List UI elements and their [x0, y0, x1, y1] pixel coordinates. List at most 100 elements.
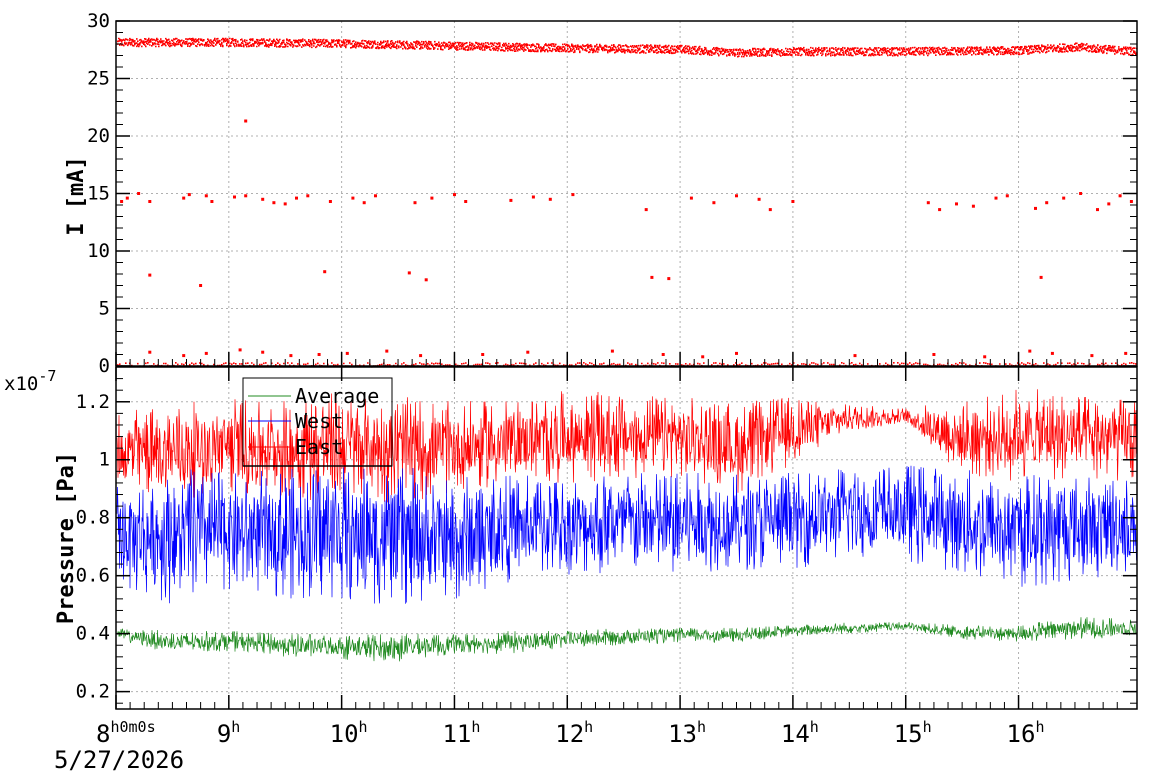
pressure-series-west	[116, 465, 1137, 604]
time-tick-label: 8h0m0s	[96, 718, 156, 748]
current-outlier-point	[289, 354, 293, 358]
current-outlier-point	[125, 196, 129, 200]
current-outlier-point	[548, 197, 552, 201]
current-outlier-point	[283, 202, 287, 206]
pressure-legend: Average West East	[242, 377, 393, 467]
current-outlier-point	[735, 351, 738, 355]
pressure-exponent-label: x10-7	[4, 367, 56, 395]
current-panel: 0 5 10 15 20 25 30 I [mA]	[64, 10, 1138, 377]
current-outlier-point	[464, 200, 468, 203]
current-outlier-point	[932, 353, 936, 356]
time-tick-label: 13h	[668, 718, 706, 748]
legend-label-average: Average	[295, 384, 379, 408]
legend-label-west: West	[295, 409, 343, 433]
pressure-y-ticks: 0.2 0.4 0.6 0.8 1 1.2	[76, 378, 1137, 704]
current-outlier-point	[926, 201, 930, 205]
current-outlier-point	[667, 277, 671, 281]
pressure-x-ticks	[115, 367, 1118, 709]
current-outlier-point	[328, 200, 332, 203]
time-tick-label: 11h	[442, 718, 480, 748]
pressure-series-average	[117, 617, 1137, 662]
time-tick-label: 14h	[781, 718, 819, 748]
current-outlier-point	[233, 195, 236, 199]
current-outlier-point	[735, 194, 738, 198]
current-outlier-point	[261, 350, 265, 354]
current-outlier-point	[148, 273, 152, 277]
current-outlier-point	[1129, 200, 1133, 203]
pressure-y-tick-label: 0.4	[76, 623, 110, 645]
current-outlier-point	[362, 201, 366, 205]
current-outlier-point	[1028, 349, 1032, 353]
pressure-series-east	[116, 389, 1137, 503]
current-outlier-point	[757, 197, 761, 201]
current-outlier-point	[317, 353, 321, 356]
current-outlier-point	[644, 208, 648, 212]
pressure-panel: 0.2 0.4 0.6 0.8 1 1.2 Pressure [Pa] x10-7 Ave…	[4, 366, 1138, 710]
current-y-tick-label: 0	[99, 355, 110, 377]
current-outlier-point	[244, 119, 248, 123]
current-outlier-point	[689, 196, 693, 200]
current-outlier-point	[712, 201, 716, 205]
current-outlier-point	[1039, 275, 1043, 279]
current-outlier-point	[453, 193, 456, 197]
current-outlier-point	[1050, 351, 1054, 355]
current-outlier-point	[1045, 201, 1049, 205]
current-outlier-point	[407, 271, 411, 275]
current-grid	[116, 21, 1137, 366]
current-outlier-point	[238, 348, 242, 352]
current-outlier-point	[244, 194, 248, 198]
current-outlier-point	[210, 200, 214, 203]
current-outlier-point	[610, 349, 614, 353]
current-outlier-point	[295, 196, 298, 200]
current-outlier-point	[1118, 194, 1122, 198]
current-outlier-point	[481, 353, 485, 356]
current-x-ticks	[115, 352, 1118, 366]
current-outlier-point	[306, 194, 310, 198]
current-y-tick-label: 5	[99, 298, 110, 320]
current-outlier-point	[571, 193, 575, 197]
current-y-tick-label: 25	[87, 68, 110, 90]
current-outlier-point	[272, 201, 276, 205]
time-tick-label: 9h	[217, 718, 240, 748]
current-outlier-point	[1096, 208, 1099, 212]
current-outlier-point	[531, 195, 535, 199]
current-band-markers	[117, 37, 1138, 58]
time-axis-labels: 8h0m0s 9h 10h 11h 12h 13h 14h 15h 16h	[96, 718, 1044, 748]
current-outlier-point	[413, 201, 417, 205]
current-outlier-point	[994, 196, 998, 200]
current-outlier-point	[526, 350, 530, 354]
current-outlier-point	[137, 192, 141, 195]
pressure-y-tick-label: 1.2	[76, 391, 110, 413]
current-outlier-point	[1062, 196, 1066, 200]
time-tick-label: 10h	[330, 718, 368, 748]
current-outlier-point	[345, 351, 349, 355]
current-outlier-point	[1107, 202, 1111, 206]
current-outlier-point	[1124, 351, 1128, 355]
time-tick-label: 12h	[555, 718, 593, 748]
current-y-tick-label: 20	[87, 125, 110, 147]
current-y-tick-label: 10	[87, 240, 110, 262]
current-outlier-point	[261, 197, 265, 201]
current-outlier-point	[120, 200, 124, 203]
current-outlier-point	[1090, 354, 1094, 358]
current-outlier-point	[768, 208, 772, 212]
time-tick-label: 15h	[894, 718, 932, 748]
pressure-y-tick-label: 0.6	[76, 565, 110, 587]
pressure-y-axis-title: Pressure [Pa]	[54, 452, 79, 624]
pressure-y-tick-label: 0.2	[76, 681, 110, 703]
current-y-ticks: 0 5 10 15 20 25 30	[87, 10, 1137, 377]
time-tick-label: 16h	[1007, 718, 1045, 748]
current-outlier-point	[148, 350, 152, 354]
pressure-data	[116, 389, 1137, 662]
legend-label-east: East	[295, 435, 343, 459]
current-outlier-point	[385, 349, 389, 353]
current-outlier-point	[148, 200, 152, 203]
current-outlier-point	[182, 196, 186, 200]
current-outlier-point	[650, 275, 654, 279]
current-outlier-point	[1079, 192, 1083, 195]
current-outlier-point	[351, 196, 355, 200]
current-y-tick-label: 15	[87, 183, 110, 205]
current-y-tick-label: 30	[87, 10, 110, 32]
